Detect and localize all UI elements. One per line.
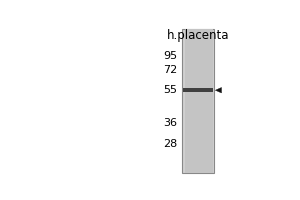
- Text: 72: 72: [163, 65, 177, 75]
- Bar: [185, 29, 213, 173]
- Text: 55: 55: [163, 85, 177, 95]
- Text: 36: 36: [163, 118, 177, 128]
- Text: 28: 28: [163, 139, 177, 149]
- Polygon shape: [215, 88, 221, 93]
- Text: 95: 95: [163, 51, 177, 61]
- Bar: [183, 88, 213, 92]
- Bar: [182, 29, 214, 173]
- Text: h.placenta: h.placenta: [167, 29, 229, 42]
